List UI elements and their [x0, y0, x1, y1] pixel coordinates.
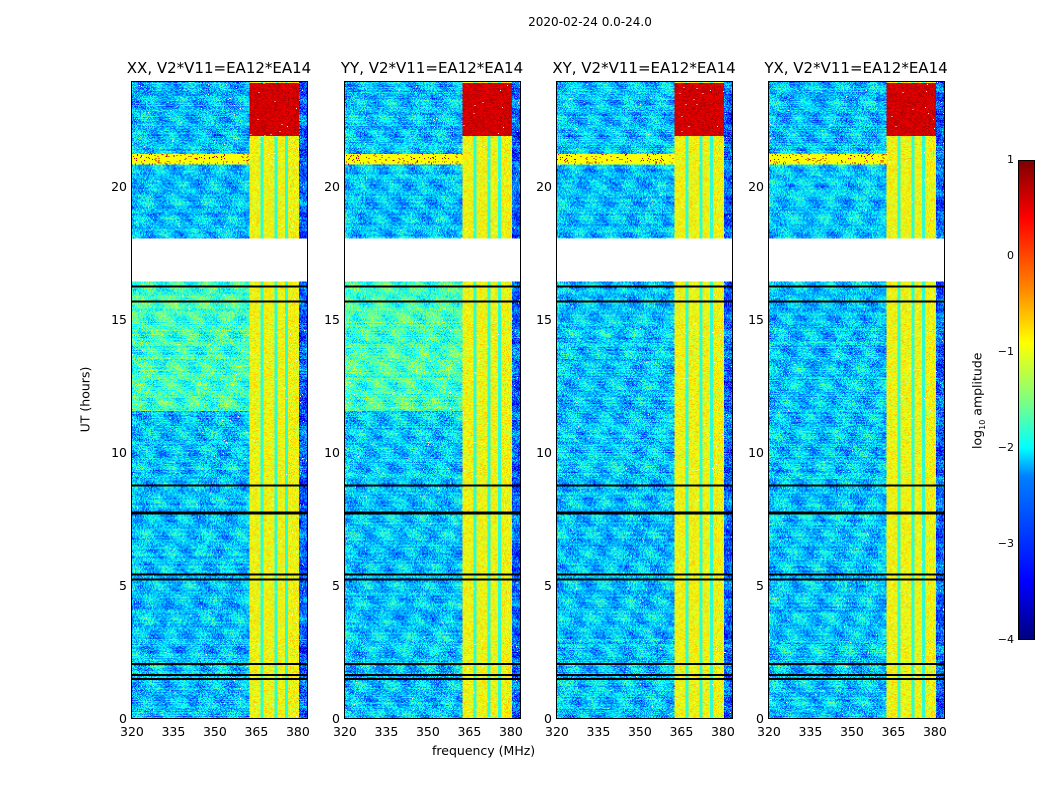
colorbar-tick-label: −2 — [997, 441, 1014, 454]
y-tick-label: 0 — [756, 711, 764, 726]
y-tick-label: 5 — [332, 578, 340, 594]
y-tick-label: 10 — [748, 445, 764, 461]
colorbar — [1018, 160, 1035, 640]
x-tick-label: 320 — [757, 724, 781, 739]
y-tick-label: 20 — [748, 179, 764, 195]
x-tick-label: 320 — [333, 724, 357, 739]
x-axis-label: frequency (MHz) — [432, 743, 536, 758]
x-tick-label: 380 — [285, 724, 310, 739]
x-tick-label: 365 — [244, 724, 269, 739]
colorbar-tick-label: 1 — [1007, 153, 1014, 166]
x-tick-label: 350 — [627, 724, 652, 739]
x-tick-label: 365 — [457, 724, 482, 739]
y-tick-label: 20 — [111, 179, 127, 195]
panel-title: YY, V2*V11=EA12*EA14 — [340, 59, 524, 77]
colorbar-label: log10 amplitude — [969, 353, 987, 449]
colorbar-tick-label: −4 — [997, 633, 1014, 646]
colorbar-tick-label: 0 — [1007, 249, 1014, 262]
colorbar-label-rest: amplitude — [969, 352, 985, 420]
x-tick-label: 380 — [922, 724, 947, 739]
y-tick-label: 5 — [756, 578, 764, 594]
x-tick-label: 365 — [881, 724, 906, 739]
panel-title: YX, V2*V11=EA12*EA14 — [764, 59, 948, 77]
x-tick-label: 320 — [545, 724, 569, 739]
y-tick-label: 0 — [119, 711, 127, 726]
x-tick-label: 320 — [120, 724, 144, 739]
x-tick-label: 380 — [498, 724, 523, 739]
colorbar-tick-label: −3 — [997, 537, 1014, 550]
colorbar-label-log: log — [969, 429, 985, 449]
y-tick-label: 20 — [536, 179, 552, 195]
y-tick-label: 10 — [111, 445, 127, 461]
y-tick-label: 15 — [748, 312, 764, 328]
panel-title: XX, V2*V11=EA12*EA14 — [126, 59, 312, 77]
heatmap-panel — [131, 81, 308, 719]
colorbar-tick-label: −1 — [997, 345, 1014, 358]
x-tick-label: 365 — [669, 724, 694, 739]
y-axis-label: UT (hours) — [77, 366, 93, 433]
heatmap-panel — [768, 81, 945, 719]
y-tick-label: 10 — [536, 445, 552, 461]
x-tick-label: 335 — [161, 724, 186, 739]
x-tick-label: 335 — [798, 724, 823, 739]
colorbar-label-sub: 10 — [977, 419, 987, 430]
x-tick-label: 350 — [202, 724, 227, 739]
y-tick-label: 15 — [111, 312, 127, 328]
x-tick-label: 350 — [415, 724, 440, 739]
heatmap-panel — [344, 81, 521, 719]
y-tick-label: 10 — [324, 445, 340, 461]
y-tick-label: 15 — [536, 312, 552, 328]
heatmap-panel — [556, 81, 733, 719]
x-tick-label: 380 — [710, 724, 735, 739]
heatmap-canvas — [769, 82, 944, 718]
y-tick-label: 15 — [324, 312, 340, 328]
figure-title: 2020-02-24 0.0-24.0 — [528, 15, 652, 29]
heatmap-canvas — [345, 82, 520, 718]
heatmap-canvas — [132, 82, 307, 718]
y-tick-label: 20 — [324, 179, 340, 195]
panel-title: XY, V2*V11=EA12*EA14 — [552, 59, 736, 77]
x-tick-label: 335 — [586, 724, 611, 739]
y-tick-label: 0 — [544, 711, 552, 726]
y-tick-label: 5 — [544, 578, 552, 594]
x-tick-label: 350 — [839, 724, 864, 739]
x-tick-label: 335 — [374, 724, 399, 739]
y-tick-label: 0 — [332, 711, 340, 726]
y-tick-label: 5 — [119, 578, 127, 594]
heatmap-canvas — [557, 82, 732, 718]
